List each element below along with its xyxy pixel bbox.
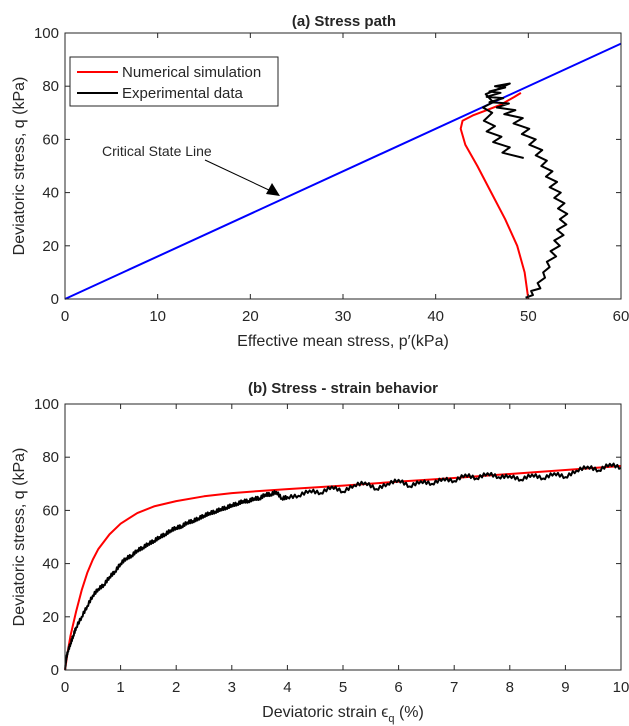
chart-a-legend: Numerical simulation Experimental data (69, 56, 279, 107)
y-tick-label: 40 (42, 556, 59, 573)
y-tick-label: 80 (42, 78, 59, 95)
csl-annotation-arrowhead (266, 183, 280, 196)
y-tick-label: 80 (42, 449, 59, 466)
x-tick-label: 10 (613, 679, 629, 696)
legend-box (69, 56, 279, 107)
y-tick-label: 100 (34, 25, 59, 42)
x-tick-label: 10 (149, 308, 166, 325)
y-tick-label: 20 (42, 609, 59, 626)
chart-a-series-layer (64, 42, 622, 300)
chart-b-x-axis-label-sub: q (388, 713, 394, 725)
chart-b-x-axis-label-main: Deviatoric strain ϵ (262, 704, 388, 721)
chart-b-y-axis-label: Deviatoric stress, q (kPa) (11, 448, 28, 627)
x-tick-label: 1 (116, 679, 124, 696)
chart-a-y-ticks: 0 20 40 60 80 100 (34, 25, 621, 308)
chart-a-y-axis-label: Deviatoric stress, q (kPa) (11, 77, 28, 256)
chart-b-x-axis-label: Deviatoric strain ϵq (%) (262, 704, 424, 725)
x-tick-label: 2 (172, 679, 180, 696)
chart-a-x-axis-label: Effective mean stress, p′(kPa) (237, 333, 449, 350)
x-tick-label: 3 (228, 679, 236, 696)
chart-b-x-ticks: 0 1 2 3 4 5 6 7 8 9 10 (61, 404, 629, 696)
x-tick-label: 5 (339, 679, 347, 696)
stress-path-chart: (a) Stress path 0 10 20 30 40 50 60 0 20 40 60 80 1… (11, 13, 629, 350)
stress-strain-chart: (b) Stress - strain behavior 0 1 2 3 4 5 6 7 8 9 1… (11, 380, 629, 725)
y-tick-label: 20 (42, 238, 59, 255)
y-tick-label: 100 (34, 396, 59, 413)
csl-annotation-arrow (204, 159, 272, 192)
x-tick-label: 6 (394, 679, 402, 696)
legend-label-experimental: Experimental data (122, 85, 244, 102)
x-tick-label: 0 (61, 308, 69, 325)
legend-label-numerical: Numerical simulation (122, 64, 261, 81)
chart-a-series-numerical-simulation (459, 91, 530, 300)
x-tick-label: 20 (242, 308, 259, 325)
x-tick-label: 8 (506, 679, 514, 696)
x-tick-label: 30 (335, 308, 352, 325)
x-tick-label: 9 (561, 679, 569, 696)
y-tick-label: 0 (51, 291, 59, 308)
x-tick-label: 4 (283, 679, 291, 696)
chart-b-series-experimental-data (64, 462, 622, 671)
x-tick-label: 40 (427, 308, 444, 325)
chart-b-y-ticks: 0 20 40 60 80 100 (34, 396, 621, 679)
chart-b-series-layer (64, 462, 622, 671)
y-tick-label: 60 (42, 502, 59, 519)
csl-annotation: Critical State Line (102, 143, 280, 196)
chart-a-x-ticks: 0 10 20 30 40 50 60 (61, 33, 629, 325)
y-tick-label: 0 (51, 662, 59, 679)
chart-b-x-axis-label-suffix: (%) (395, 704, 424, 721)
chart-b-plot-area (65, 404, 621, 670)
y-tick-label: 60 (42, 131, 59, 148)
chart-b-title: (b) Stress - strain behavior (248, 380, 438, 397)
csl-annotation-label: Critical State Line (102, 143, 212, 159)
chart-a-title: (a) Stress path (292, 13, 396, 30)
x-tick-label: 50 (520, 308, 537, 325)
chart-a-series-critical-state-line (64, 42, 622, 300)
y-tick-label: 40 (42, 185, 59, 202)
chart-a-series-experimental-data (481, 82, 569, 299)
x-tick-label: 60 (613, 308, 629, 325)
x-tick-label: 7 (450, 679, 458, 696)
x-tick-label: 0 (61, 679, 69, 696)
